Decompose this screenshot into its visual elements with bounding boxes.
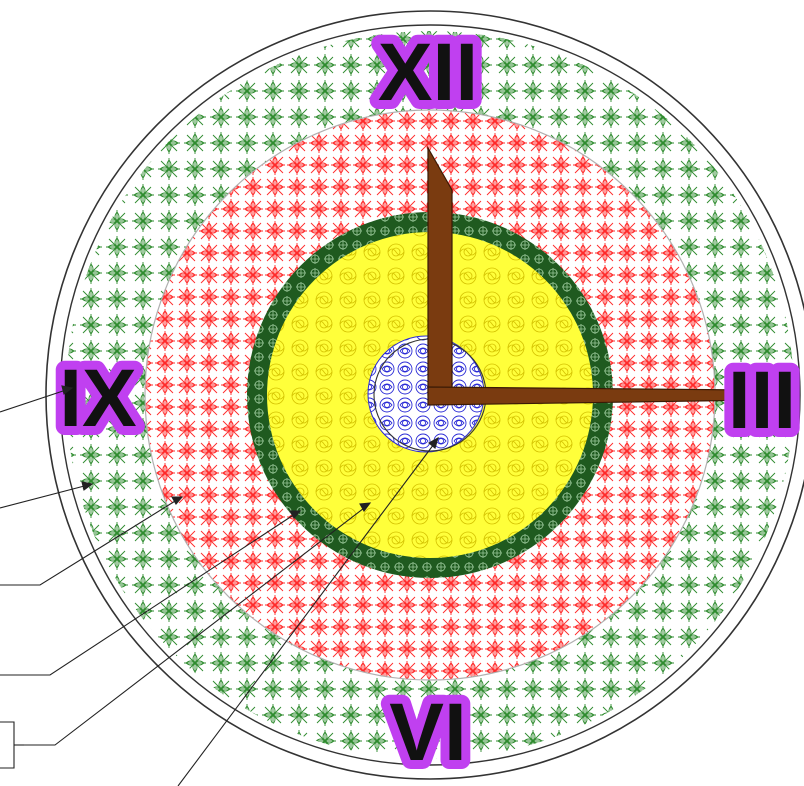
numeral-twelve: XII XII bbox=[369, 18, 487, 127]
numeral-twelve-text: XII bbox=[378, 27, 478, 118]
numeral-six-glow: VI bbox=[389, 687, 466, 778]
numeral-three-glow: III bbox=[728, 355, 796, 446]
numeral-nine: IX IX bbox=[50, 344, 145, 453]
leader-line-outer-ring bbox=[0, 481, 94, 509]
leader-line-numeral bbox=[0, 385, 74, 413]
leader-lines bbox=[0, 385, 439, 786]
numeral-nine-glow: IX bbox=[59, 353, 136, 444]
numeral-three: III III bbox=[719, 346, 804, 455]
numeral-nine-text: IX bbox=[59, 353, 136, 444]
numeral-six-text: VI bbox=[389, 687, 466, 778]
leader-line-hedge bbox=[0, 510, 302, 676]
inner-boundary-line bbox=[59, 24, 801, 766]
numeral-twelve-glow: XII bbox=[378, 27, 478, 118]
leader-line-yellow-field bbox=[22, 502, 372, 746]
leader-line-blue-center bbox=[177, 436, 439, 786]
hour-hand bbox=[427, 145, 453, 396]
leader-line-red-ring bbox=[0, 496, 184, 586]
bracket-marker bbox=[0, 721, 24, 769]
numeral-three-text: III bbox=[728, 355, 796, 446]
numeral-six: VI VI bbox=[380, 678, 475, 786]
minute-hand bbox=[427, 386, 767, 406]
